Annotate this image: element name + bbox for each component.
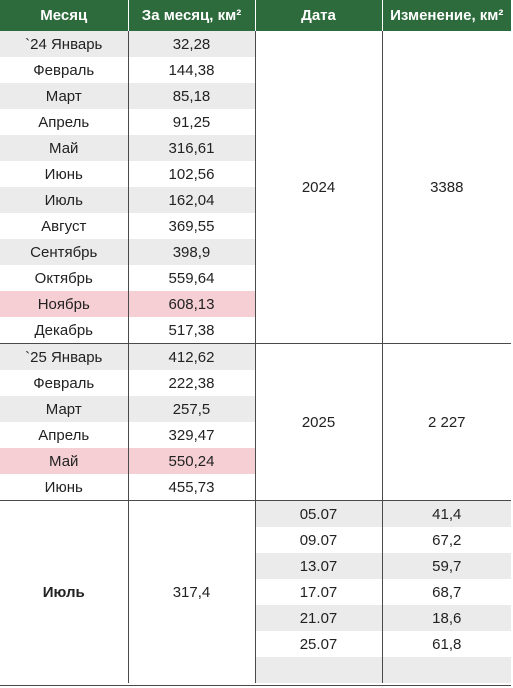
header-date: Дата [255, 0, 383, 31]
table-row: `25 Январь 412,62 2025 2 227 [0, 343, 511, 501]
table-row: Март 257,5 [0, 396, 511, 422]
month-cell: Июль [0, 187, 128, 213]
table-row-highlighted: Май 550,24 [0, 448, 511, 474]
table-row: Апрель 91,25 [0, 109, 511, 135]
table-row: 09.07 67,2 [0, 527, 511, 553]
month-cell: Сентябрь [0, 239, 128, 265]
month-cell: Июнь [44, 165, 83, 183]
table-row-highlighted: Ноябрь 608,13 [0, 291, 511, 317]
change-cell: 59,7 [381, 553, 511, 579]
month-cell: Июнь [44, 478, 83, 496]
table-row: Август 369,55 [0, 213, 511, 239]
july-month-cell: Июль [0, 500, 128, 683]
change-cell: 18,6 [381, 605, 511, 631]
table-row: Февраль 222,38 [0, 370, 511, 396]
value-cell: 455,73 [127, 474, 255, 501]
month-cell: `25 Январь [0, 343, 128, 370]
table-row: 13.07 59,7 [0, 553, 511, 579]
empty-cell [254, 657, 382, 683]
header-change: Изменение, км² [382, 0, 511, 31]
value-cell: 329,47 [127, 422, 255, 448]
month-cell: Март [0, 396, 128, 422]
table-row: Май 316,61 [0, 135, 511, 161]
header-month: Месяц [0, 0, 129, 31]
table-row: Июль 317,4 05.07 41,4 [0, 500, 511, 683]
date-cell: 09.07 [254, 527, 382, 553]
value-cell: 316,61 [127, 135, 255, 161]
date-cell: 21.07 [254, 605, 382, 631]
table-row: 21.07 18,6 [0, 605, 511, 631]
value-cell: 608,13 [127, 291, 255, 317]
table-row: `24 Январь 32,28 2024 3388 [0, 31, 511, 344]
value-cell: 85,18 [127, 83, 255, 109]
month-cell: Ноябрь [0, 291, 128, 317]
table-row: 17.07 68,7 [0, 579, 511, 605]
table-row: Июнь 102,56 [0, 161, 511, 187]
month-cell: Апрель [38, 113, 90, 131]
value-cell: 517,38 [127, 317, 255, 344]
month-cell: Декабрь [34, 321, 93, 339]
change-cell: 67,2 [381, 527, 511, 553]
value-cell: 550,24 [127, 448, 255, 474]
value-cell: 257,5 [127, 396, 255, 422]
value-cell: 162,04 [127, 187, 255, 213]
table-row: Декабрь 517,38 [0, 317, 511, 344]
value-cell: 398,9 [127, 239, 255, 265]
table-row-empty [0, 657, 511, 683]
value-cell: 412,62 [127, 343, 255, 370]
header-row: Месяц За месяц, км² Дата Изменение, км² [0, 0, 511, 31]
month-cell: Август [41, 217, 87, 235]
month-cell: Февраль [33, 374, 95, 392]
table-row: Июнь 455,73 [0, 474, 511, 501]
header-monthly: За месяц, км² [128, 0, 256, 31]
value-cell: 32,28 [127, 31, 255, 57]
value-cell: 369,55 [127, 213, 255, 239]
month-cell: Май [0, 135, 128, 161]
july-value-cell: 317,4 [127, 500, 255, 683]
table-row: Октябрь 559,64 [0, 265, 511, 291]
value-cell: 102,56 [127, 161, 255, 187]
change-cell: 61,8 [381, 631, 511, 657]
month-cell: Октябрь [34, 269, 93, 287]
empty-cell [381, 657, 511, 683]
change-cell: 41,4 [381, 500, 511, 527]
date-cell: 17.07 [254, 579, 382, 605]
year-2025-change: 2 227 [381, 343, 511, 501]
change-cell: 68,7 [381, 579, 511, 605]
year-2024-date: 2024 [254, 31, 382, 344]
table-row: Апрель 329,47 [0, 422, 511, 448]
value-cell: 222,38 [127, 370, 255, 396]
value-cell: 144,38 [127, 57, 255, 83]
table-row: Март 85,18 [0, 83, 511, 109]
month-cell: Март [0, 83, 128, 109]
table-row: Июль 162,04 [0, 187, 511, 213]
table-bottom-border [0, 685, 511, 686]
value-cell: 91,25 [127, 109, 255, 135]
date-cell: 13.07 [254, 553, 382, 579]
month-cell: Май [0, 448, 128, 474]
month-cell: Апрель [38, 426, 90, 444]
value-cell: 559,64 [127, 265, 255, 291]
year-2024-change: 3388 [381, 31, 511, 344]
table-row: 25.07 61,8 [0, 631, 511, 657]
table-row: Февраль 144,38 [0, 57, 511, 83]
month-cell: `24 Январь [0, 31, 128, 57]
date-cell: 25.07 [254, 631, 382, 657]
table-row: Сентябрь 398,9 [0, 239, 511, 265]
date-cell: 05.07 [254, 500, 382, 527]
month-cell: Февраль [33, 61, 95, 79]
year-2025-date: 2025 [254, 343, 382, 501]
